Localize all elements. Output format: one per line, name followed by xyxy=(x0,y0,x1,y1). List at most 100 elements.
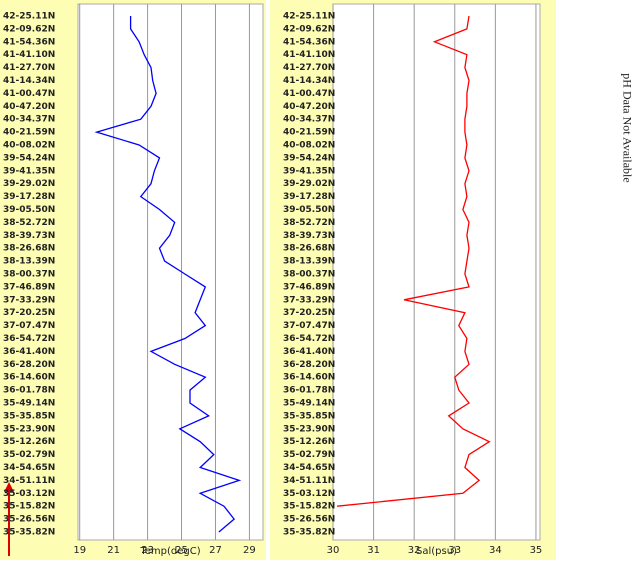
x-tick-label: 34 xyxy=(489,545,502,556)
y-tick-label: 34-54.65N xyxy=(283,463,335,473)
y-tick-label: 42-25.11N xyxy=(283,12,335,22)
y-tick-label: 39-41.35N xyxy=(3,166,55,176)
y-tick-label: 41-54.36N xyxy=(283,37,335,47)
y-tick-label: 41-00.47N xyxy=(3,89,55,99)
y-tick-label: 39-41.35N xyxy=(283,166,335,176)
y-tick-label: 38-00.37N xyxy=(3,270,55,280)
y-tick-label: 34-51.11N xyxy=(283,476,335,486)
y-tick-label: 35-12.26N xyxy=(283,437,335,447)
y-tick-label: 36-41.40N xyxy=(3,347,55,357)
y-tick-label: 35-15.82N xyxy=(283,502,335,512)
y-tick-label: 37-20.25N xyxy=(283,308,335,318)
x-tick-label: 35 xyxy=(530,545,543,556)
x-tick-label: 25 xyxy=(175,545,188,556)
y-tick-label: 36-41.40N xyxy=(283,347,335,357)
y-tick-label: 41-14.34N xyxy=(3,76,55,86)
y-tick-label: 42-09.62N xyxy=(3,24,55,34)
y-tick-label: 35-26.56N xyxy=(3,515,55,525)
y-tick-label: 34-51.11N xyxy=(3,476,55,486)
y-tick-label: 38-52.72N xyxy=(283,218,335,228)
y-tick-label: 38-52.72N xyxy=(3,218,55,228)
y-tick-label: 36-01.78N xyxy=(3,386,55,396)
y-tick-label: 38-26.68N xyxy=(3,244,55,254)
y-tick-label: 36-28.20N xyxy=(3,360,55,370)
y-tick-label: 39-54.24N xyxy=(3,153,55,163)
x-tick-label: 19 xyxy=(73,545,86,556)
x-axis-label: Sal(psu) xyxy=(416,546,457,557)
y-tick-label: 39-17.28N xyxy=(3,192,55,202)
plot-area xyxy=(77,3,264,541)
y-tick-label: 41-14.34N xyxy=(283,76,335,86)
y-tick-label: 41-27.70N xyxy=(283,63,335,73)
y-tick-label: 40-34.37N xyxy=(283,115,335,125)
y-tick-label: 41-54.36N xyxy=(3,37,55,47)
y-tick-label: 38-26.68N xyxy=(283,244,335,254)
y-tick-label: 35-02.79N xyxy=(283,450,335,460)
y-tick-label: 35-23.90N xyxy=(283,424,335,434)
y-tick-label: 38-13.39N xyxy=(283,257,335,267)
y-tick-label: 41-00.47N xyxy=(283,89,335,99)
y-tick-label: 40-08.02N xyxy=(283,141,335,151)
x-tick-label: 27 xyxy=(209,545,222,556)
y-tick-label: 37-07.47N xyxy=(283,321,335,331)
y-tick-label: 41-27.70N xyxy=(3,63,55,73)
y-tick-label: 37-33.29N xyxy=(3,295,55,305)
y-tick-label: 40-47.20N xyxy=(283,102,335,112)
x-tick-label: 31 xyxy=(367,545,380,556)
y-tick-label: 40-47.20N xyxy=(3,102,55,112)
x-tick-label: 29 xyxy=(243,545,256,556)
y-tick-label: 39-29.02N xyxy=(3,179,55,189)
y-tick-label: 37-33.29N xyxy=(283,295,335,305)
y-tick-label: 35-02.79N xyxy=(3,450,55,460)
y-tick-label: 35-49.14N xyxy=(3,399,55,409)
y-tick-label: 38-39.73N xyxy=(3,231,55,241)
y-tick-label: 36-14.60N xyxy=(3,373,55,383)
y-tick-label: 35-15.82N xyxy=(3,502,55,512)
y-tick-label: 36-01.78N xyxy=(283,386,335,396)
x-tick-label: 21 xyxy=(107,545,120,556)
y-tick-label: 40-21.59N xyxy=(283,128,335,138)
y-tick-label: 37-07.47N xyxy=(3,321,55,331)
y-tick-label: 41-41.10N xyxy=(3,50,55,60)
plot-area xyxy=(332,3,541,541)
y-tick-label: 38-13.39N xyxy=(3,257,55,267)
y-tick-label: 34-54.65N xyxy=(3,463,55,473)
y-tick-label: 39-05.50N xyxy=(283,205,335,215)
y-tick-label: 35-49.14N xyxy=(283,399,335,409)
y-tick-label: 39-17.28N xyxy=(283,192,335,202)
y-tick-label: 42-09.62N xyxy=(283,24,335,34)
y-tick-label: 39-54.24N xyxy=(283,153,335,163)
data-line xyxy=(337,15,491,507)
y-tick-label: 36-54.72N xyxy=(3,334,55,344)
y-tick-label: 35-35.85N xyxy=(283,411,335,421)
y-tick-label: 38-00.37N xyxy=(283,270,335,280)
x-tick-label: 33 xyxy=(448,545,461,556)
y-tick-label: 36-54.72N xyxy=(283,334,335,344)
y-tick-label: 35-23.90N xyxy=(3,424,55,434)
y-tick-label: 35-03.12N xyxy=(283,489,335,499)
x-tick-label: 30 xyxy=(327,545,340,556)
y-tick-label: 39-05.50N xyxy=(3,205,55,215)
y-tick-label: 35-35.82N xyxy=(283,528,335,538)
y-tick-label: 37-46.89N xyxy=(283,282,335,292)
annotation: pH Data Not Available xyxy=(620,73,634,182)
y-tick-label: 36-28.20N xyxy=(283,360,335,370)
y-tick-label: 40-08.02N xyxy=(3,141,55,151)
y-tick-label: 37-20.25N xyxy=(3,308,55,318)
y-tick-label: 39-29.02N xyxy=(283,179,335,189)
y-tick-label: 42-25.11N xyxy=(3,12,55,22)
y-tick-label: 35-12.26N xyxy=(3,437,55,447)
y-tick-label: 35-26.56N xyxy=(283,515,335,525)
y-tick-label: 37-46.89N xyxy=(3,282,55,292)
x-tick-label: 23 xyxy=(141,545,154,556)
y-tick-label: 35-35.85N xyxy=(3,411,55,421)
y-tick-label: 35-35.82N xyxy=(3,528,55,538)
y-tick-label: 40-34.37N xyxy=(3,115,55,125)
data-line xyxy=(94,16,242,533)
y-tick-label: 35-03.12N xyxy=(3,489,55,499)
y-tick-label: 41-41.10N xyxy=(283,50,335,60)
y-tick-label: 40-21.59N xyxy=(3,128,55,138)
y-tick-label: 38-39.73N xyxy=(283,231,335,241)
arrow-head xyxy=(4,482,14,492)
